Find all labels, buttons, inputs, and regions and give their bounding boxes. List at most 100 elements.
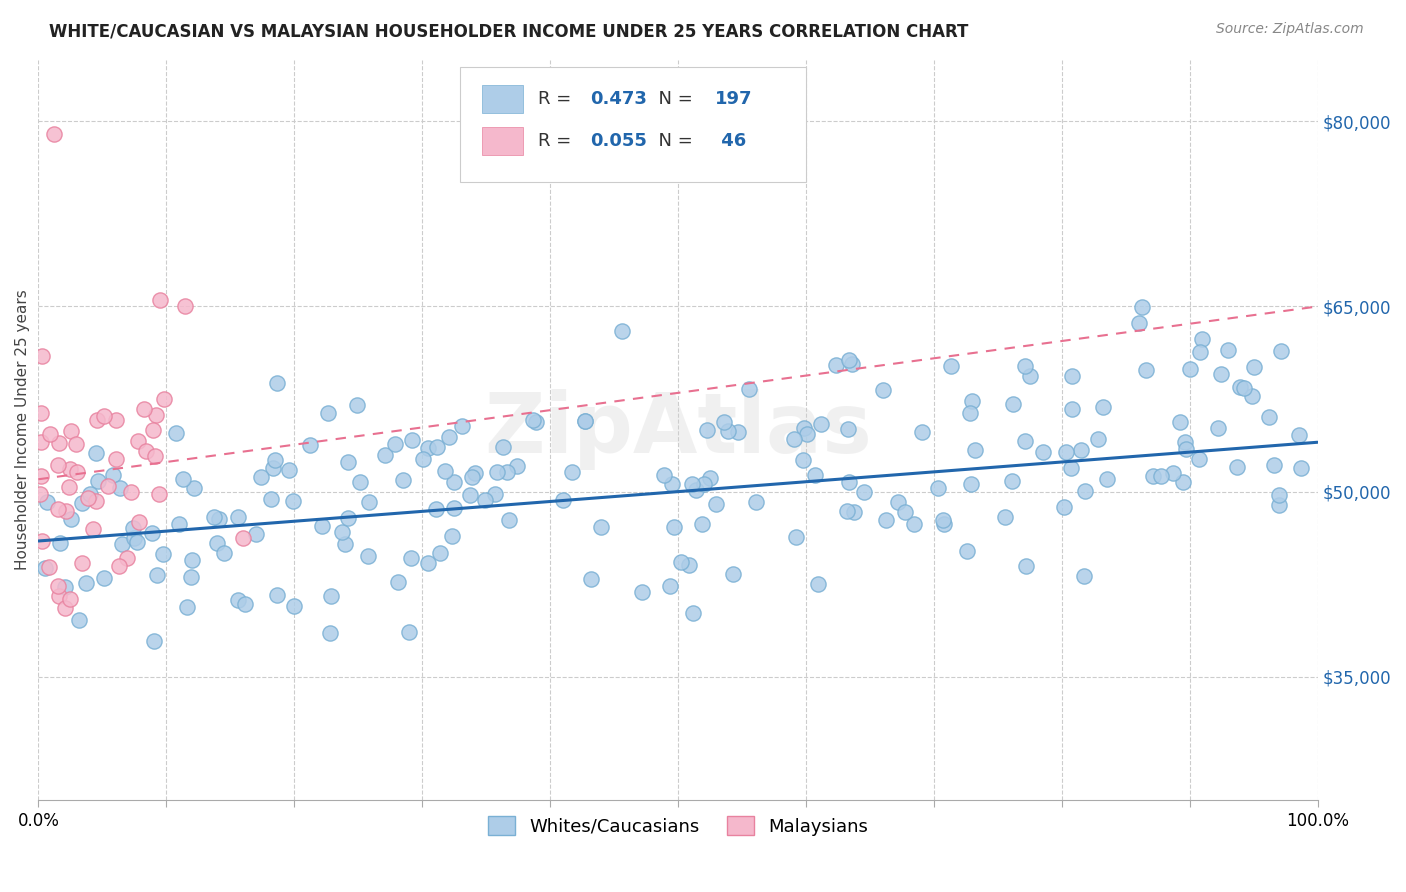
Point	[796, 427, 818, 442]
Point	[792, 453, 814, 467]
Point	[38, 560, 60, 574]
Point	[1087, 432, 1109, 446]
Point	[1270, 343, 1292, 358]
Text: WHITE/CAUCASIAN VS MALAYSIAN HOUSEHOLDER INCOME UNDER 25 YEARS CORRELATION CHART: WHITE/CAUCASIAN VS MALAYSIAN HOUSEHOLDER…	[49, 22, 969, 40]
Point	[485, 465, 508, 479]
Point	[1188, 451, 1211, 466]
Point	[1014, 359, 1036, 373]
Point	[336, 511, 359, 525]
Point	[682, 606, 704, 620]
Point	[108, 481, 131, 495]
Point	[492, 440, 515, 454]
Point	[1211, 367, 1233, 381]
Point	[46, 502, 69, 516]
Point	[959, 406, 981, 420]
Point	[875, 513, 897, 527]
Point	[311, 519, 333, 533]
Point	[145, 409, 167, 423]
Point	[120, 485, 142, 500]
Point	[498, 513, 520, 527]
Point	[1206, 420, 1229, 434]
Point	[713, 415, 735, 429]
Point	[349, 475, 371, 489]
Point	[233, 597, 256, 611]
Point	[60, 424, 83, 438]
Point	[122, 531, 145, 545]
Point	[838, 475, 860, 490]
Point	[82, 522, 104, 536]
Point	[281, 494, 304, 508]
Point	[245, 526, 267, 541]
Point	[143, 449, 166, 463]
Point	[443, 500, 465, 515]
Point	[183, 481, 205, 495]
Point	[807, 577, 830, 591]
Point	[59, 512, 82, 526]
Point	[266, 376, 288, 391]
Point	[927, 481, 949, 495]
Point	[458, 488, 481, 502]
Point	[699, 471, 721, 485]
Point	[464, 467, 486, 481]
Point	[785, 530, 807, 544]
Point	[416, 556, 439, 570]
Point	[262, 460, 284, 475]
Point	[852, 484, 875, 499]
Point	[30, 406, 52, 420]
Point	[86, 494, 108, 508]
Point	[838, 353, 860, 368]
Point	[72, 496, 94, 510]
Point	[887, 494, 910, 508]
Point	[1161, 467, 1184, 481]
Point	[994, 510, 1017, 524]
Point	[1001, 397, 1024, 411]
Point	[671, 555, 693, 569]
Text: 197: 197	[716, 90, 752, 108]
Point	[30, 469, 52, 483]
Point	[58, 480, 80, 494]
Point	[357, 549, 380, 563]
Point	[1288, 428, 1310, 442]
Text: 0.055: 0.055	[589, 132, 647, 150]
Point	[142, 423, 165, 437]
Point	[152, 547, 174, 561]
Point	[135, 444, 157, 458]
Point	[79, 486, 101, 500]
Point	[1135, 363, 1157, 377]
Point	[1233, 381, 1256, 395]
Point	[1092, 400, 1115, 414]
Point	[553, 493, 575, 508]
Point	[678, 558, 700, 572]
Point	[346, 398, 368, 412]
Point	[176, 600, 198, 615]
Point	[1095, 472, 1118, 486]
Point	[474, 493, 496, 508]
Point	[110, 537, 132, 551]
Point	[1014, 434, 1036, 448]
Point	[205, 536, 228, 550]
Point	[31, 349, 53, 363]
Point	[793, 421, 815, 435]
Point	[55, 504, 77, 518]
Point	[101, 467, 124, 482]
Point	[443, 475, 465, 489]
Y-axis label: Householder Income Under 25 years: Householder Income Under 25 years	[15, 290, 30, 570]
Point	[77, 491, 100, 506]
Point	[48, 589, 70, 603]
Text: R =: R =	[538, 132, 578, 150]
Point	[1268, 498, 1291, 512]
Point	[1229, 380, 1251, 394]
Point	[496, 465, 519, 479]
Point	[1174, 435, 1197, 450]
Point	[960, 477, 983, 491]
Point	[631, 585, 654, 599]
Point	[440, 529, 463, 543]
Point	[398, 624, 420, 639]
Point	[1191, 332, 1213, 346]
Point	[207, 512, 229, 526]
Point	[1053, 500, 1076, 515]
Point	[84, 446, 107, 460]
Point	[104, 413, 127, 427]
Point	[506, 459, 529, 474]
Point	[134, 401, 156, 416]
